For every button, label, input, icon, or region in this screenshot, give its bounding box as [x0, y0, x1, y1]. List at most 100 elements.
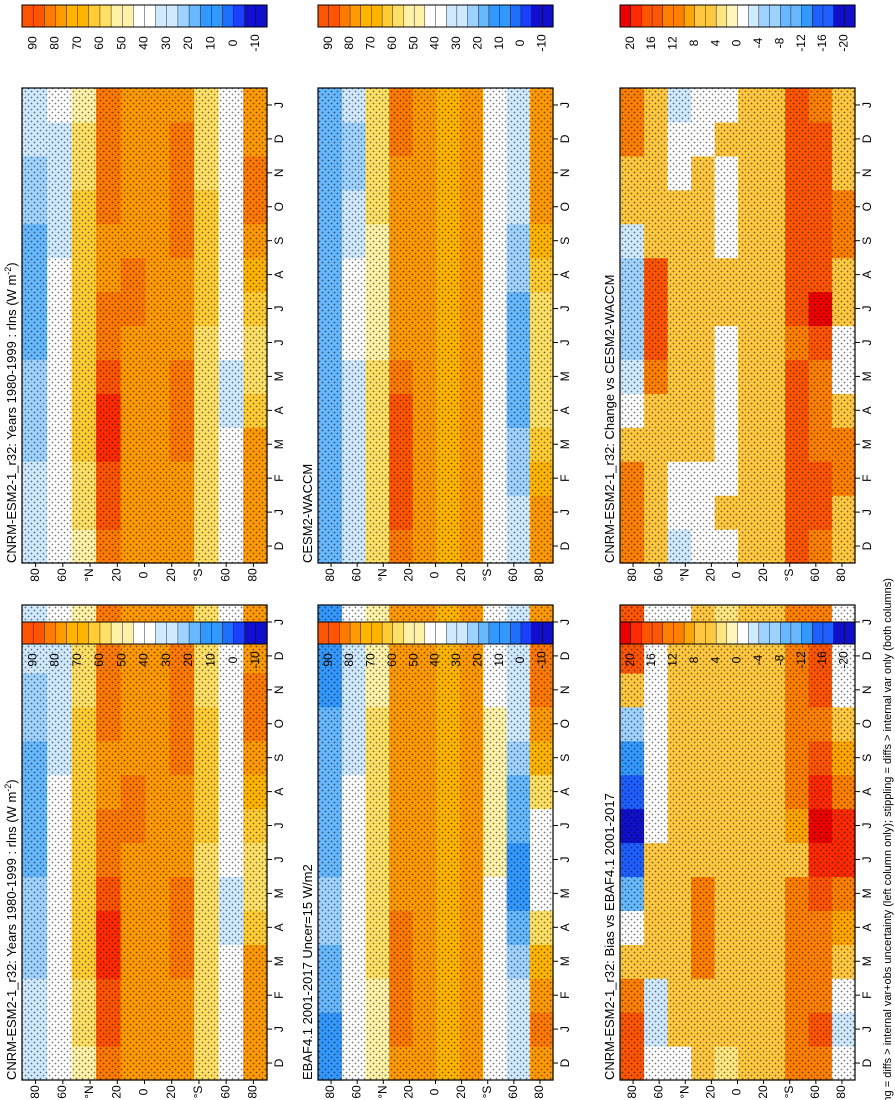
colorbar-label: 40	[137, 653, 151, 667]
colorbar-swatch	[478, 4, 490, 28]
month-label: J	[558, 856, 572, 862]
colorbar-label: 8	[687, 656, 701, 663]
panel-title: CNRM-ESM2-1_r32: Change vs CESM2-WACCM	[602, 275, 617, 563]
colorbar-label: 80	[342, 653, 356, 667]
colorbar-swatch	[177, 621, 190, 645]
colorbar-swatch	[769, 4, 781, 28]
month-label: M	[558, 956, 572, 966]
colorbar-swatch	[55, 4, 68, 28]
colorbar-label: 20	[181, 653, 195, 667]
colorbar-label: 30	[159, 36, 173, 50]
colorbar-label: 4	[708, 39, 722, 46]
colorbar-label: 90	[25, 36, 39, 50]
month-label: A	[272, 788, 286, 796]
colorbar-swatch	[244, 621, 257, 645]
colorbar-frame	[619, 621, 856, 645]
colorbar-swatch	[392, 4, 405, 28]
panel-change: D J F M A M J J A S O N D J 80 60 °N 20 0 20 °S 60 80 CNRM-ESM2…	[602, 87, 874, 582]
colorbar-swatch	[790, 621, 803, 645]
colorbar-swatch	[349, 621, 362, 645]
lat-label: 0	[428, 571, 442, 578]
colorbar-swatch	[673, 621, 685, 645]
month-label: O	[558, 719, 572, 728]
month-label: F	[558, 475, 572, 482]
colorbar-swatch	[403, 4, 415, 28]
lat-label: 80	[28, 568, 42, 582]
month-label: D	[272, 134, 286, 143]
colorbar-swatch	[488, 621, 501, 645]
colorbar-swatch	[392, 621, 405, 645]
colorbar-swatch	[769, 621, 781, 645]
colorbar-swatch	[155, 4, 168, 28]
colorbar-swatch	[715, 621, 728, 645]
panel-title-text: CESM2-WACCM	[300, 464, 315, 563]
colorbar-label: 50	[406, 653, 420, 667]
colorbar-swatch	[445, 621, 458, 645]
colorbar-swatch	[339, 4, 351, 28]
colorbar-label: 20	[623, 653, 637, 667]
month-label: A	[860, 923, 874, 931]
colorbar-label: -20	[836, 651, 850, 669]
month-label: D	[558, 651, 572, 660]
month-label: A	[558, 923, 572, 931]
month-label: J	[558, 102, 572, 108]
colorbar-label: 70	[70, 653, 84, 667]
lat-label: 60	[349, 1085, 363, 1099]
month-label: S	[272, 237, 286, 245]
month-label: S	[558, 754, 572, 762]
colorbar-label: -12	[794, 651, 808, 669]
month-label: J	[860, 1026, 874, 1032]
colorbar-swatch	[630, 4, 642, 28]
lat-label: 80	[323, 1085, 337, 1099]
colorbar-swatch	[651, 621, 664, 645]
colorbar-label: 30	[449, 653, 463, 667]
colorbar-label: 60	[385, 36, 399, 50]
month-label: A	[272, 406, 286, 414]
colorbar-swatch	[413, 621, 426, 645]
colorbar-label: -10	[248, 34, 262, 52]
colorbar-abs: 90 80 70 60 50 40 30 20 10 0 -10	[317, 621, 554, 669]
panel-title-sup: -2	[3, 784, 13, 792]
month-label: A	[558, 788, 572, 796]
colorbar-label: 60	[92, 653, 106, 667]
colorbar-swatch	[651, 4, 664, 28]
colorbar-label: 40	[428, 653, 442, 667]
month-label: A	[272, 923, 286, 931]
colorbar-swatch	[790, 4, 803, 28]
lat-label: 60	[651, 568, 665, 582]
colorbar-swatch	[88, 4, 101, 28]
colorbar-label: 0	[730, 656, 744, 663]
panel-title-text: CNRM-ESM2-1_r32: Years 1980-1999 : rlns …	[4, 792, 19, 1080]
lat-label: °N	[82, 568, 96, 581]
month-label: M	[558, 439, 572, 449]
month-label: D	[272, 541, 286, 550]
colorbar-swatch	[317, 621, 330, 645]
lat-label: 80	[28, 1085, 42, 1099]
colorbar-swatch	[662, 4, 675, 28]
colorbar-diff: 20 16 12 8 4 0 -4 -8 -12 -16 -20	[619, 621, 856, 669]
colorbar-swatch	[758, 4, 771, 28]
colorbar-diff: 20 16 12 8 4 0 -4 -8 -12 -16 -20	[619, 4, 856, 52]
colorbar-swatch	[317, 4, 330, 28]
lat-label: 60	[506, 1085, 520, 1099]
lat-label: °N	[677, 568, 691, 581]
colorbar-swatch	[99, 621, 112, 645]
colorbar-label: 90	[321, 36, 335, 50]
month-label: N	[272, 168, 286, 177]
month-label: F	[272, 475, 286, 482]
month-label: N	[558, 168, 572, 177]
panel-title-text: CNRM-ESM2-1_r32: Years 1980-1999 : rlns …	[4, 275, 19, 563]
lat-label: 0	[137, 571, 151, 578]
colorbar-swatch	[166, 4, 179, 28]
colorbar-swatch	[456, 621, 469, 645]
lat-label: 60	[55, 568, 69, 582]
month-label: A	[558, 271, 572, 279]
colorbar-swatch	[520, 4, 533, 28]
month-label: D	[860, 1058, 874, 1067]
colorbar-swatch	[542, 621, 554, 645]
month-label: O	[558, 202, 572, 211]
colorbar-swatch	[737, 621, 749, 645]
month-label: M	[860, 888, 874, 898]
colorbar-swatch	[371, 621, 383, 645]
colorbar-label: 60	[385, 653, 399, 667]
